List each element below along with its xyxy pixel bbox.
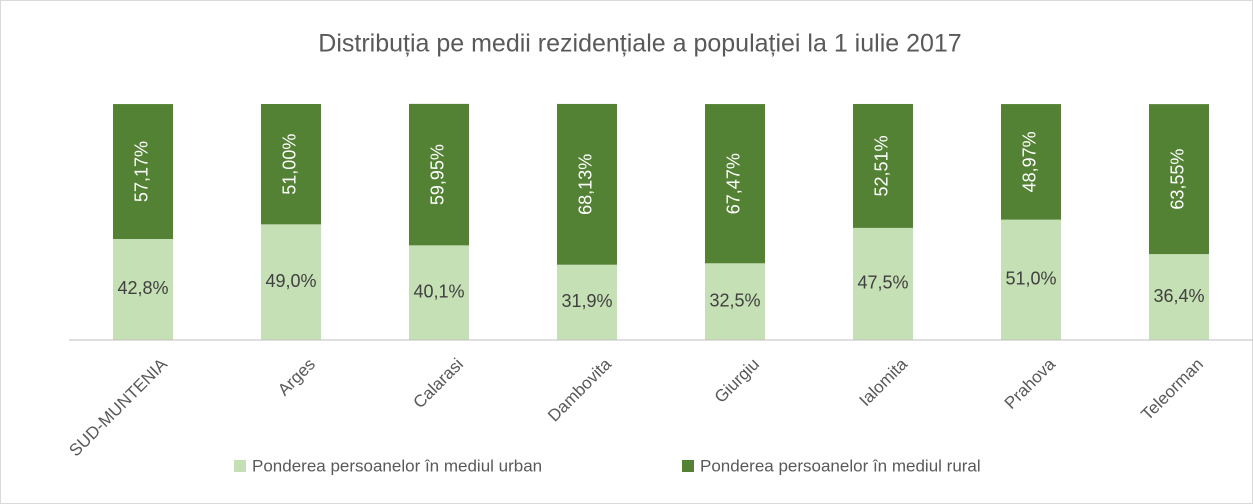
data-label: 57,17% — [132, 141, 152, 202]
bar-segment — [557, 103, 617, 265]
data-label: 32,5% — [709, 290, 760, 310]
legend-label: Ponderea persoanelor în mediul rural — [700, 456, 981, 475]
data-label: 68,13% — [576, 154, 596, 215]
data-label: 67,47% — [724, 153, 744, 214]
data-label: 49,0% — [265, 271, 316, 291]
data-label: 63,55% — [1168, 149, 1188, 210]
data-label: 51,00% — [280, 134, 300, 195]
bar-segment — [1001, 104, 1061, 220]
bar-segment — [113, 238, 173, 340]
bar-segment — [853, 103, 913, 228]
bar-segment — [1149, 254, 1209, 340]
data-label: 40,1% — [413, 281, 464, 301]
data-label: 47,5% — [857, 273, 908, 293]
bar-segment — [409, 103, 469, 246]
bar-segment — [1149, 104, 1209, 255]
legend-swatch — [234, 460, 246, 472]
bar-segment — [261, 104, 321, 225]
chart-title: Distribuția pe medii rezidențiale a popu… — [318, 30, 961, 58]
data-label: 42,8% — [117, 278, 168, 298]
legend-label: Ponderea persoanelor în mediul urban — [252, 456, 542, 475]
data-label: 51,0% — [1005, 269, 1056, 289]
bar-segment — [113, 104, 173, 239]
legend-swatch — [682, 460, 694, 472]
data-label: 36,4% — [1153, 286, 1204, 306]
data-label: 48,97% — [1020, 131, 1040, 192]
bar-segment — [1001, 219, 1061, 340]
bar-segment — [409, 245, 469, 340]
bar-segment — [557, 264, 617, 340]
bar-segment — [261, 224, 321, 340]
bar-segment — [853, 227, 913, 340]
bar-segment — [705, 263, 765, 340]
data-label: 52,51% — [872, 135, 892, 196]
data-label: 31,9% — [561, 291, 612, 311]
bar-segment — [705, 104, 765, 264]
data-label: 59,95% — [428, 144, 448, 205]
